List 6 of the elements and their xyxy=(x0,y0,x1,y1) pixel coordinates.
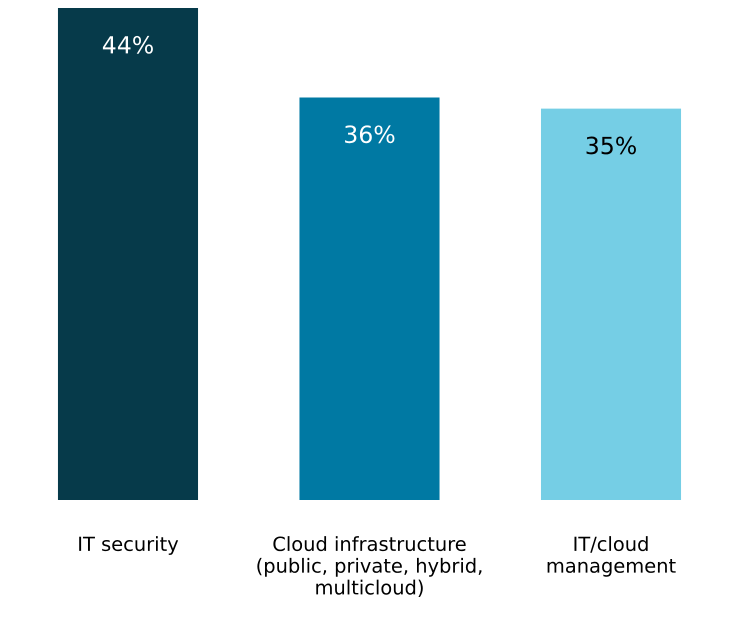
x-tick-label: IT/cloud management xyxy=(548,536,676,577)
data-label: 35% xyxy=(586,136,636,154)
x-tick-label: IT security xyxy=(79,536,178,555)
data-label: 44% xyxy=(102,36,153,54)
x-tick-label: Cloud infrastructure (public, private, hybrid, multicloud) xyxy=(257,536,482,597)
data-label: 36% xyxy=(345,125,394,144)
